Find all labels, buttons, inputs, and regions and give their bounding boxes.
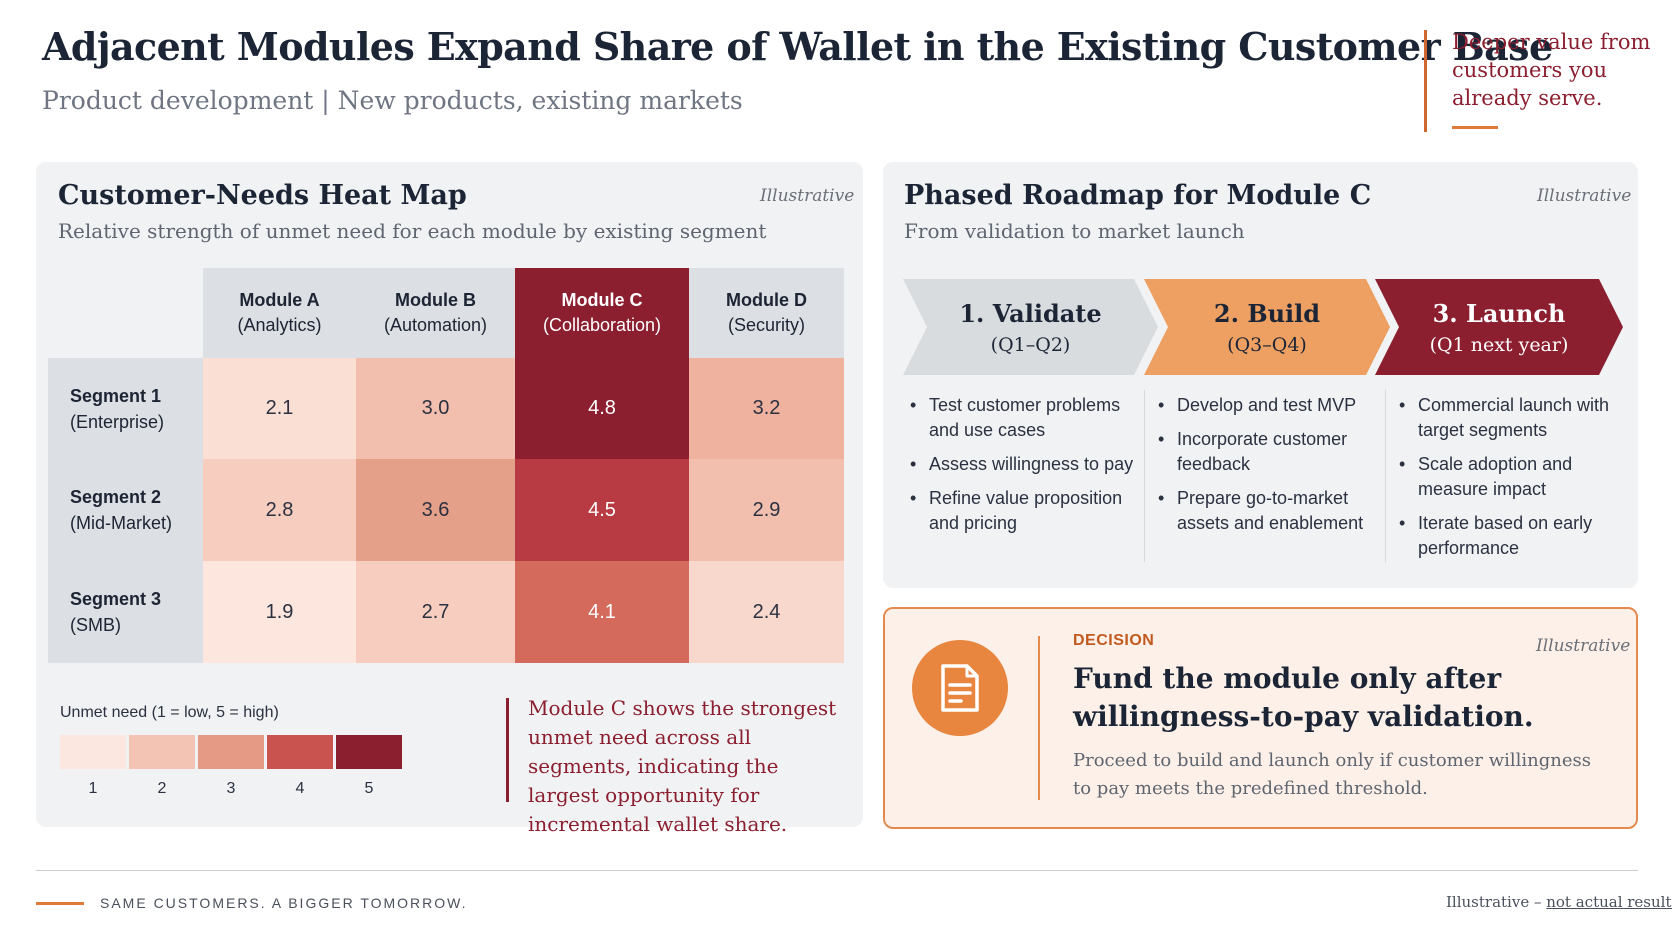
column-header-desc: (Automation) [383,315,488,335]
heatmap-cell: 4.1 [515,561,689,663]
row-header-name: Segment 1 [70,385,162,406]
heatmap-cell: 4.5 [515,459,689,561]
heatmap-cell: 2.1 [203,358,356,459]
heatmap-cell: 1.9 [203,561,356,663]
heatmap-title: Customer-Needs Heat Map [58,180,467,211]
heatmap-cell: 3.6 [356,459,515,561]
row-header-name: Segment 3 [70,589,162,609]
column-header: Module C (Collaboration) [515,268,689,358]
legend-step-label: 2 [157,780,167,797]
column-header: Module D (Security) [689,268,844,358]
row-header-name: Segment 2 [70,487,162,507]
row-header: Segment 1 (Enterprise) [48,358,203,459]
legend-swatch [267,735,333,769]
decision-title: Fund the module only after willingness-t… [1073,662,1534,733]
row-header-desc: (SMB) [70,615,121,635]
column-header-desc: (Collaboration) [542,315,662,335]
list-item: Develop and test MVP [1158,393,1380,418]
callout-divider [506,698,509,802]
heatmap-cell: 3.0 [356,358,515,459]
column-header: Module B (Automation) [356,268,515,358]
footer-disclaimer-link: not actual results [1546,893,1672,911]
phase-title: 2. Build [1213,298,1321,328]
tagline: Deeper value from customers you already … [1452,30,1651,110]
list-item: Scale adoption and measure impact [1399,452,1624,502]
footer-disclaimer-prefix: Illustrative – [1446,893,1547,911]
document-icon [912,640,1008,736]
legend-step-label: 1 [88,780,98,797]
footer-divider [36,870,1638,871]
decision-illustrative-label: Illustrative [1536,636,1631,656]
heatmap-cell: 3.2 [689,358,844,459]
row-header-desc: (Enterprise) [70,411,165,432]
legend-swatch [198,735,264,769]
roadmap-title: Phased Roadmap for Module C [904,180,1372,211]
tagline-accent-line [1452,126,1498,129]
phase-title: 3. Launch [1432,298,1566,328]
page-subtitle: Product development | New products, exis… [42,86,743,115]
list-item: Incorporate customer feedback [1158,427,1380,477]
row-header: Segment 3 (SMB) [48,561,203,663]
page-title: Adjacent Modules Expand Share of Wallet … [42,24,1553,69]
column-header-name: Module C [561,290,643,310]
footer-accent-line [36,902,84,905]
heatmap-cell: 2.9 [689,459,844,561]
footer-slogan: SAME CUSTOMERS. A BIGGER TOMORROW. [100,895,468,911]
list-item: Assess willingness to pay [910,452,1136,477]
list-item: Iterate based on early performance [1399,511,1624,561]
list-item: Commercial launch with target segments [1399,393,1624,443]
decision-body: Proceed to build and launch only if cust… [1073,750,1592,799]
legend-swatch [336,735,402,769]
column-header-name: Module D [726,290,807,310]
list-item: Test customer problems and use cases [910,393,1136,443]
phase-chevron: 2. Build (Q3–Q4) [1144,279,1390,375]
phase-divider [1144,390,1145,562]
decision-kicker: DECISION [1073,632,1155,649]
decision-divider [1038,636,1040,800]
phase-divider [1385,390,1386,562]
column-header-desc: (Analytics) [237,315,322,335]
row-header-desc: (Mid-Market) [70,513,172,533]
decision-panel [883,607,1638,829]
list-item: Prepare go-to-market assets and enableme… [1158,486,1380,536]
heatmap-illustrative-label: Illustrative [760,186,855,206]
roadmap-illustrative-label: Illustrative [1537,186,1632,206]
column-header-name: Module A [239,290,320,310]
phase-period: (Q3–Q4) [1227,333,1307,356]
legend-label: Unmet need (1 = low, 5 = high) [60,704,279,721]
legend-swatch [129,735,195,769]
legend-step-label: 5 [364,780,374,797]
heatmap-callout: Module C shows the strongest unmet need … [528,696,837,836]
legend-swatch [60,735,126,769]
row-header: Segment 2 (Mid-Market) [48,459,203,561]
phase-bullets: Test customer problems and use cases Asse… [910,393,1136,545]
heatmap-cell: 2.8 [203,459,356,561]
phase-bullets: Develop and test MVP Incorporate customer… [1158,393,1380,545]
heatmap-cell: 4.8 [515,358,689,459]
phase-title: 1. Validate [959,298,1102,328]
heatmap-subtitle: Relative strength of unmet need for each… [58,219,767,243]
phase-bullets: Commercial launch with target segments Sc… [1399,393,1624,570]
column-header-desc: (Security) [727,315,805,335]
legend-step-label: 4 [295,780,305,797]
list-item: Refine value proposition and pricing [910,486,1136,536]
heatmap-cell: 2.4 [689,561,844,663]
tagline-divider [1424,30,1427,132]
heatmap-cell: 2.7 [356,561,515,663]
column-header: Module A (Analytics) [203,268,356,358]
phase-chevron: 1. Validate (Q1–Q2) [903,279,1158,375]
phase-chevron: 3. Launch (Q1 next year) [1375,279,1623,375]
phase-period: (Q1–Q2) [990,333,1071,356]
roadmap-subtitle: From validation to market launch [904,219,1245,243]
legend-step-label: 3 [226,780,236,797]
column-header-name: Module B [395,290,476,310]
phase-period: (Q1 next year) [1429,333,1569,356]
footer-disclaimer: Illustrative – not actual results [1446,893,1672,911]
document-icon-glyph [941,664,979,712]
